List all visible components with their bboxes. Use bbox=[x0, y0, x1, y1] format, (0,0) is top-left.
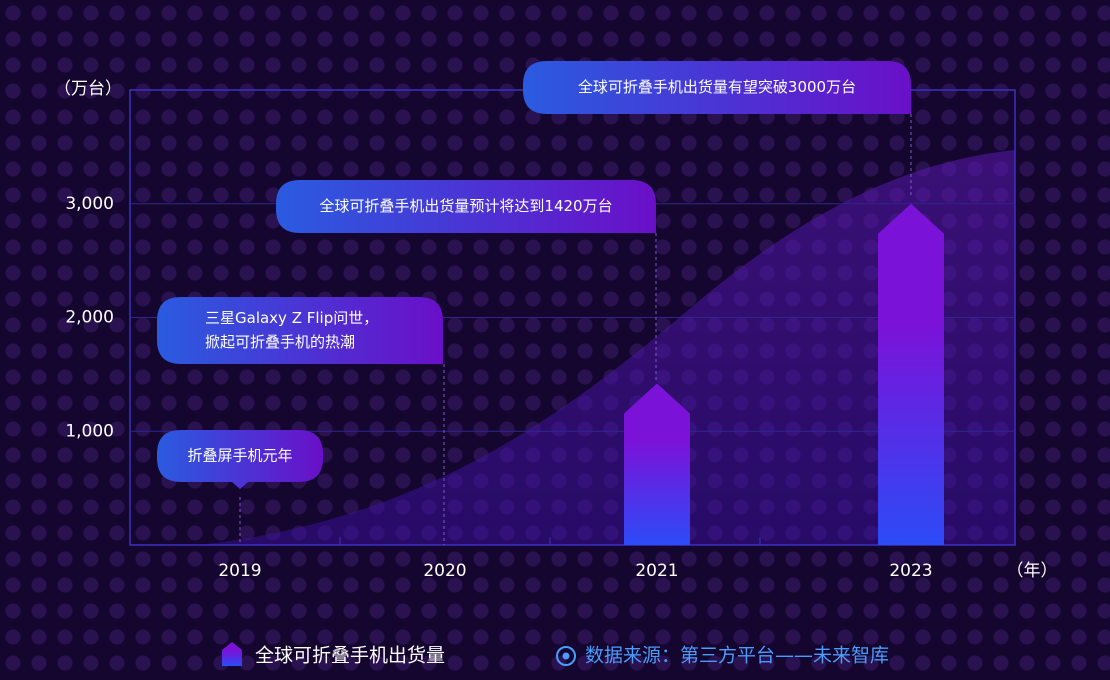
callout-box bbox=[523, 61, 911, 114]
callout-text: 全球可折叠手机出货量有望突破3000万台 bbox=[578, 78, 856, 96]
bar bbox=[878, 203, 944, 545]
trend-area bbox=[200, 150, 1015, 545]
bar bbox=[624, 383, 690, 545]
legend-icon bbox=[222, 642, 242, 666]
callout-box bbox=[157, 297, 443, 364]
source: 数据来源：第三方平台——未来智库 bbox=[585, 645, 889, 667]
callout-text: 三星Galaxy Z Flip问世， bbox=[205, 309, 378, 327]
x-tick-label: 2023 bbox=[889, 561, 932, 581]
x-tick-label: 2019 bbox=[218, 561, 261, 581]
y-tick-label: 1,000 bbox=[65, 421, 114, 441]
callout-box bbox=[157, 430, 323, 489]
legend-label: 全球可折叠手机出货量 bbox=[255, 645, 445, 667]
x-tick-label: 2020 bbox=[423, 561, 466, 581]
callout-box bbox=[276, 180, 656, 233]
y-tick-label: 3,000 bbox=[65, 194, 114, 214]
x-tick-label: 2021 bbox=[635, 561, 678, 581]
y-tick-label: 2,000 bbox=[65, 308, 114, 328]
x-unit-label: （年） bbox=[1007, 561, 1058, 581]
y-unit-label: （万台） bbox=[54, 79, 122, 99]
source-icon-dot bbox=[562, 652, 570, 660]
callout-text: 折叠屏手机元年 bbox=[187, 447, 292, 465]
callout-text: 全球可折叠手机出货量预计将达到1420万台 bbox=[319, 197, 612, 215]
source-icon bbox=[556, 646, 576, 666]
callout-text: 掀起可折叠手机的热潮 bbox=[205, 333, 355, 351]
